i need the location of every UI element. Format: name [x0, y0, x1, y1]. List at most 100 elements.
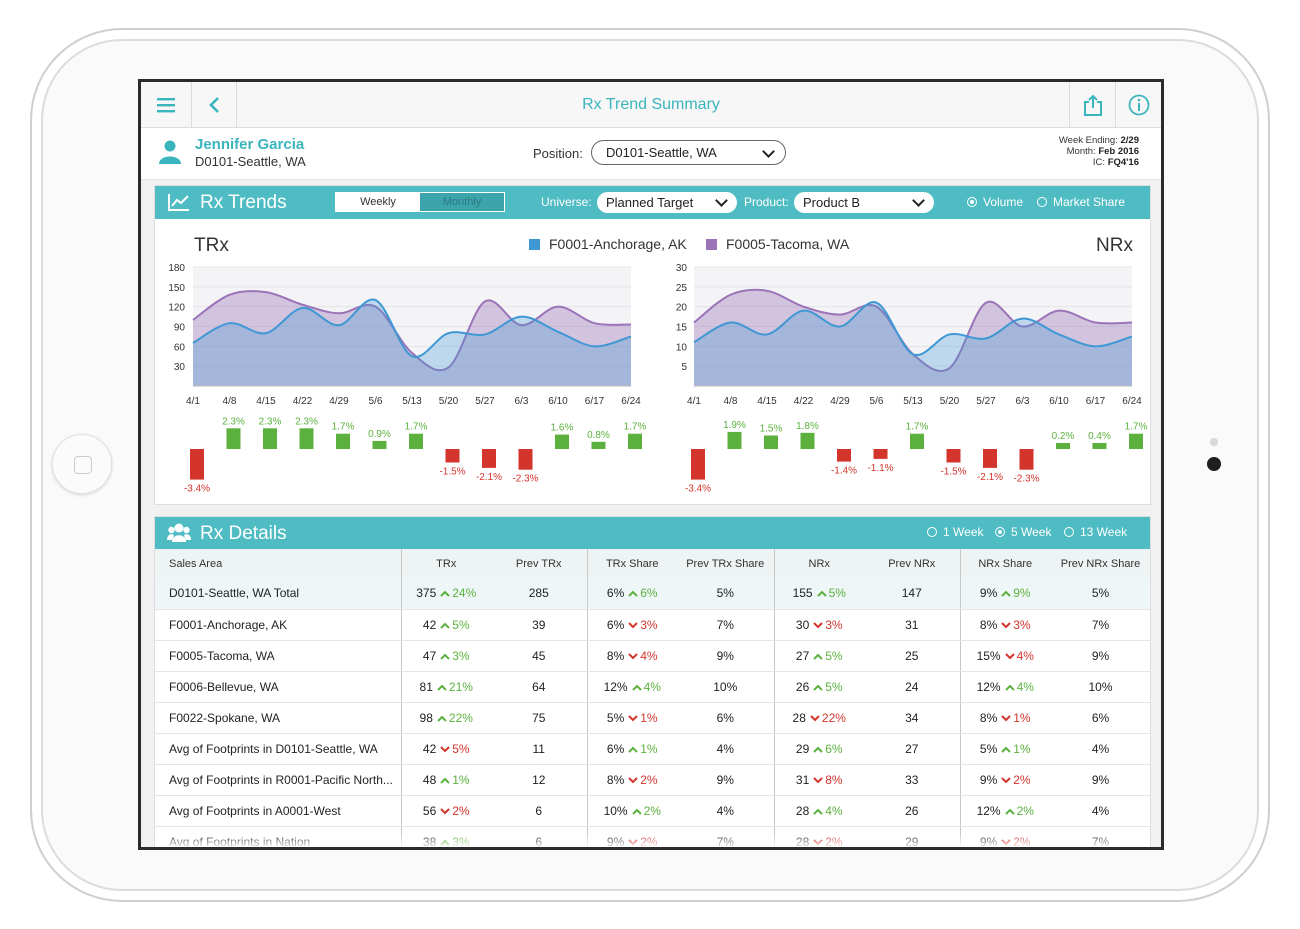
y-tick-label: 15	[676, 323, 688, 334]
col-nrx-share[interactable]: NRx Share	[960, 549, 1050, 578]
universe-select[interactable]: Planned Target	[597, 192, 737, 213]
col-nrx[interactable]: NRx	[774, 549, 864, 578]
cell-prev-trx: 11	[491, 733, 588, 765]
col-trx[interactable]: TRx	[401, 549, 491, 578]
product-select[interactable]: Product B	[794, 192, 934, 213]
position-select[interactable]: D0101-Seattle, WA	[591, 140, 786, 165]
change-bar	[764, 435, 778, 449]
change-label: -2.3%	[512, 474, 538, 485]
info-icon[interactable]	[1116, 82, 1161, 128]
x-tick-label: 4/8	[724, 396, 738, 407]
chevron-left-icon[interactable]	[192, 82, 236, 128]
change-label: 1.7%	[332, 422, 355, 433]
arrow-up-icon	[628, 744, 638, 756]
users-icon	[167, 522, 191, 549]
cell-value: 9%	[979, 772, 998, 787]
radio-13-week[interactable]: 13 Week	[1064, 525, 1127, 539]
table-row[interactable]: D0101-Seattle, WA Total 375 24% 285 6% 6% 5% 15…	[155, 578, 1150, 610]
hamburger-icon[interactable]	[141, 82, 191, 128]
table-row[interactable]: F0001-Anchorage, AK 42 5% 39 6% 3% 7% 30 3% 31 8% 3…	[155, 609, 1150, 641]
change-label: 1.5%	[760, 424, 783, 435]
table-row[interactable]: Avg of Footprints in R0001-Pacific North…	[155, 764, 1150, 796]
cell-value: 30	[795, 617, 810, 632]
cell-change: 1%	[640, 741, 658, 756]
x-tick-label: 4/29	[329, 396, 349, 407]
col-prev-trx[interactable]: Prev TRx	[491, 549, 588, 578]
cell-change: 3%	[452, 648, 470, 663]
arrow-down-icon	[440, 744, 450, 756]
period-info: Week Ending: 2/29 Month: Feb 2016 IC: FQ…	[1059, 135, 1139, 168]
cell-value: 6%	[606, 741, 625, 756]
user-name: Jennifer Garcia	[195, 136, 305, 153]
cell-value: 29	[795, 741, 810, 756]
table-row[interactable]: F0006-Bellevue, WA 81 21% 64 12% 4% 10% 26 5% 24 1…	[155, 671, 1150, 703]
tab-weekly[interactable]: Weekly	[336, 193, 420, 211]
cell-prev-trx: 39	[491, 609, 588, 641]
radio-5-week[interactable]: 5 Week	[995, 525, 1051, 539]
cell-change: 22%	[448, 710, 473, 725]
scroll-fade	[155, 833, 1150, 847]
x-tick-label: 6/10	[1049, 396, 1069, 407]
arrow-up-icon	[440, 651, 450, 663]
cell-sales-area: Avg of Footprints in R0001-Pacific North…	[155, 764, 402, 796]
rx-trends-header: Rx Trends Weekly Monthly Universe: Plann…	[155, 186, 1150, 219]
arrow-up-icon	[631, 806, 642, 818]
cell-nrx: 155 5%	[774, 578, 864, 610]
share-icon[interactable]	[1070, 82, 1115, 128]
col-sales-area[interactable]: Sales Area	[155, 549, 402, 578]
y-tick-label: 10	[676, 342, 688, 353]
change-bar	[691, 449, 705, 480]
table-row[interactable]: Avg of Footprints in A0001-West 56 2% 6 10% 2…	[155, 795, 1150, 827]
cell-value: 5%	[979, 741, 998, 756]
change-label: 1.6%	[551, 423, 574, 434]
home-button[interactable]	[52, 434, 112, 494]
change-label: 2.3%	[259, 416, 282, 427]
radio-volume[interactable]: Volume	[967, 195, 1023, 209]
cell-value: 5%	[606, 710, 625, 725]
y-tick-label: 180	[168, 263, 185, 274]
arrow-up-icon	[813, 651, 823, 663]
cell-prev-nrx: 26	[864, 795, 961, 827]
table-row[interactable]: F0005-Tacoma, WA 47 3% 45 8% 4% 9% 27 5% 25 15% 4% 9…	[155, 640, 1150, 672]
change-bar	[409, 433, 423, 449]
arrow-up-icon	[813, 806, 823, 818]
col-prev-trx-share[interactable]: Prev TRx Share	[677, 549, 775, 578]
y-tick-label: 120	[168, 303, 185, 314]
arrow-up-icon	[440, 620, 450, 632]
y-tick-label: 30	[676, 263, 688, 274]
user-bar: Jennifer Garcia D0101-Seattle, WA Positi…	[141, 128, 1161, 180]
change-bar	[727, 431, 742, 449]
cell-sales-area: F0005-Tacoma, WA	[155, 640, 402, 672]
cell-prev-nrx: 24	[864, 671, 961, 703]
col-prev-nrx-share[interactable]: Prev NRx Share	[1050, 549, 1150, 578]
change-bar	[946, 449, 961, 463]
cell-change: 22%	[821, 710, 846, 725]
col-trx-share[interactable]: TRx Share	[587, 549, 677, 578]
cell-prev-trxs: 9%	[677, 640, 775, 672]
cell-nrx: 30 3%	[774, 609, 864, 641]
cell-nrx: 31 8%	[774, 764, 864, 796]
col-prev-nrx[interactable]: Prev NRx	[864, 549, 961, 578]
radio-1-week[interactable]: 1 Week	[927, 525, 983, 539]
change-label: 2.3%	[295, 416, 318, 427]
cell-value: 48	[422, 772, 437, 787]
app-screen: Rx Trend Summary Jennifer Garcia D0101-S…	[138, 79, 1164, 850]
rx-details-table: Sales Area TRx Prev TRx TRx Share Prev T…	[155, 549, 1150, 847]
table-row[interactable]: F0022-Spokane, WA 98 22% 75 5% 1% 6% 28 22% 34 8% 1…	[155, 702, 1150, 734]
cell-prev-nrxs: 10%	[1050, 671, 1150, 703]
arrow-up-icon	[631, 682, 642, 694]
x-tick-label: 5/13	[903, 396, 923, 407]
tab-monthly[interactable]: Monthly	[420, 193, 504, 211]
arrow-down-icon	[1001, 620, 1011, 632]
week-label: Week Ending:	[1058, 135, 1118, 146]
cell-change: 4%	[640, 648, 658, 663]
cell-value: 31	[795, 772, 810, 787]
cell-value: 375	[416, 586, 437, 601]
radio-market-share[interactable]: Market Share	[1037, 195, 1125, 209]
arrow-up-icon	[440, 775, 450, 787]
cell-sales-area: F0006-Bellevue, WA	[155, 671, 402, 703]
cell-nrxs: 9% 2%	[960, 764, 1050, 796]
table-row[interactable]: Avg of Footprints in D0101-Seattle, WA 42…	[155, 733, 1150, 765]
cell-prev-trx: 285	[491, 578, 588, 610]
cell-prev-nrx: 33	[864, 764, 961, 796]
